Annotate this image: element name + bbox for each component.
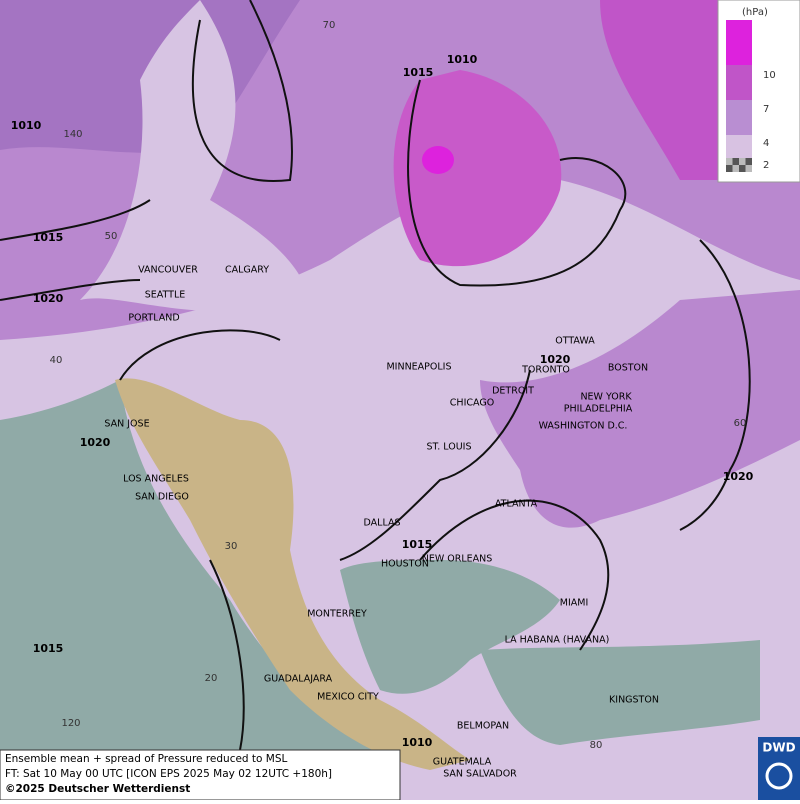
- city-label: SAN SALVADOR: [443, 769, 517, 780]
- city-label: SEATTLE: [145, 290, 186, 301]
- isobar-label: 1015: [403, 66, 434, 79]
- city-label: GUATEMALA: [433, 757, 492, 768]
- footer-line: FT: Sat 10 May 00 UTC [ICON EPS 2025 May…: [5, 768, 332, 780]
- city-label: MIAMI: [560, 598, 589, 609]
- terrain: [115, 378, 470, 770]
- city-label: ST. LOUIS: [427, 442, 472, 453]
- isobar-line: [119, 329, 281, 381]
- city-label: DETROIT: [492, 386, 534, 397]
- footer-line: ©2025 Deutscher Wetterdienst: [5, 783, 190, 795]
- footer-box: [0, 749, 401, 801]
- city-label: PHILADELPHIA: [564, 404, 633, 415]
- city-label: CALGARY: [225, 265, 269, 276]
- city-label: KINGSTON: [609, 695, 659, 706]
- legend-label: 10: [763, 70, 776, 81]
- graticule-label: 120: [61, 718, 80, 729]
- city-label: MINNEAPOLIS: [386, 362, 451, 373]
- legend-checker: [732, 158, 739, 165]
- isobar-line: [209, 559, 245, 751]
- city-label: MEXICO CITY: [317, 692, 379, 703]
- legend-swatch: [726, 20, 752, 65]
- legend-label: 2: [763, 160, 769, 171]
- city-label: TORONTO: [521, 365, 570, 376]
- isobar-label: 1010: [447, 53, 478, 66]
- city-label: HOUSTON: [381, 559, 429, 570]
- graticule-label: 20: [205, 673, 218, 684]
- isobar-label: 1010: [11, 119, 42, 132]
- graticule-label: 80: [590, 740, 603, 751]
- legend-checker: [739, 165, 746, 172]
- graticule-label: 140: [63, 129, 82, 140]
- legend-unit: (hPa): [742, 7, 768, 18]
- spread-10-ne: [600, 0, 718, 180]
- isobar-label: 1015: [33, 231, 64, 244]
- city-label: LA HABANA (HAVANA): [505, 635, 610, 646]
- isobar-label: 1020: [540, 353, 571, 366]
- city-label: GUADALAJARA: [264, 674, 333, 685]
- city-label: NEW YORK: [580, 392, 632, 403]
- isobar-line: [0, 279, 141, 301]
- city-label: MONTERREY: [307, 609, 367, 620]
- isobars: [0, 0, 751, 751]
- isobar-line: [407, 79, 627, 287]
- legend-checker: [732, 165, 739, 172]
- city-label: DALLAS: [364, 518, 401, 529]
- isobar-line: [419, 499, 610, 651]
- city-label: VANCOUVER: [138, 265, 198, 276]
- isobar-label: 1015: [33, 642, 64, 655]
- spread-7-east: [480, 290, 800, 528]
- city-label: WASHINGTON D.C.: [539, 421, 628, 432]
- city-label: LOS ANGELES: [123, 474, 189, 485]
- caribbean: [480, 640, 760, 745]
- spread-low: [80, 0, 310, 312]
- graticule-label: 30: [225, 541, 238, 552]
- city-label: ATLANTA: [495, 499, 538, 510]
- isobar-label: 1010: [402, 736, 433, 749]
- isobar-line: [191, 0, 293, 182]
- isobar-line: [339, 369, 531, 561]
- legend-checker: [745, 165, 752, 172]
- graticule-label: 50: [105, 231, 118, 242]
- logo-swirl: [765, 762, 793, 790]
- city-label: SAN DIEGO: [135, 492, 189, 503]
- city-label: BOSTON: [608, 363, 648, 374]
- isobar-label: 1020: [80, 436, 111, 449]
- legend-label: 7: [763, 104, 769, 115]
- footer-line: Ensemble mean + spread of Pressure reduc…: [5, 753, 288, 765]
- spread-10: [393, 70, 562, 267]
- graticule-label: 60: [734, 418, 747, 429]
- spread-max: [422, 146, 454, 174]
- legend-swatch: [726, 65, 752, 100]
- legend-checker: [739, 158, 746, 165]
- city-label: BELMOPAN: [457, 721, 509, 732]
- city-label: OTTAWA: [555, 336, 595, 347]
- isobar-label: 1020: [33, 292, 64, 305]
- city-label: SAN JOSE: [104, 419, 149, 430]
- graticule-label: 40: [50, 355, 63, 366]
- legend-checker: [745, 158, 752, 165]
- gulf-of-mexico: [340, 560, 560, 694]
- isobar-label: 1020: [723, 470, 754, 483]
- legend-swatch: [726, 135, 752, 158]
- city-label: NEW ORLEANS: [422, 554, 493, 565]
- pacific-ocean: [0, 380, 380, 750]
- city-label: PORTLAND: [128, 313, 179, 324]
- legend-checker: [726, 165, 733, 172]
- legend-checker: [726, 158, 733, 165]
- logo-text: DWD: [762, 741, 795, 755]
- graticule-label: 70: [323, 20, 336, 31]
- isobar-line: [679, 239, 751, 531]
- legend-label: 4: [763, 138, 769, 149]
- isobar-line: [0, 199, 151, 241]
- isobar-label: 1015: [402, 538, 433, 551]
- city-label: CHICAGO: [450, 398, 494, 409]
- legend-swatch: [726, 100, 752, 135]
